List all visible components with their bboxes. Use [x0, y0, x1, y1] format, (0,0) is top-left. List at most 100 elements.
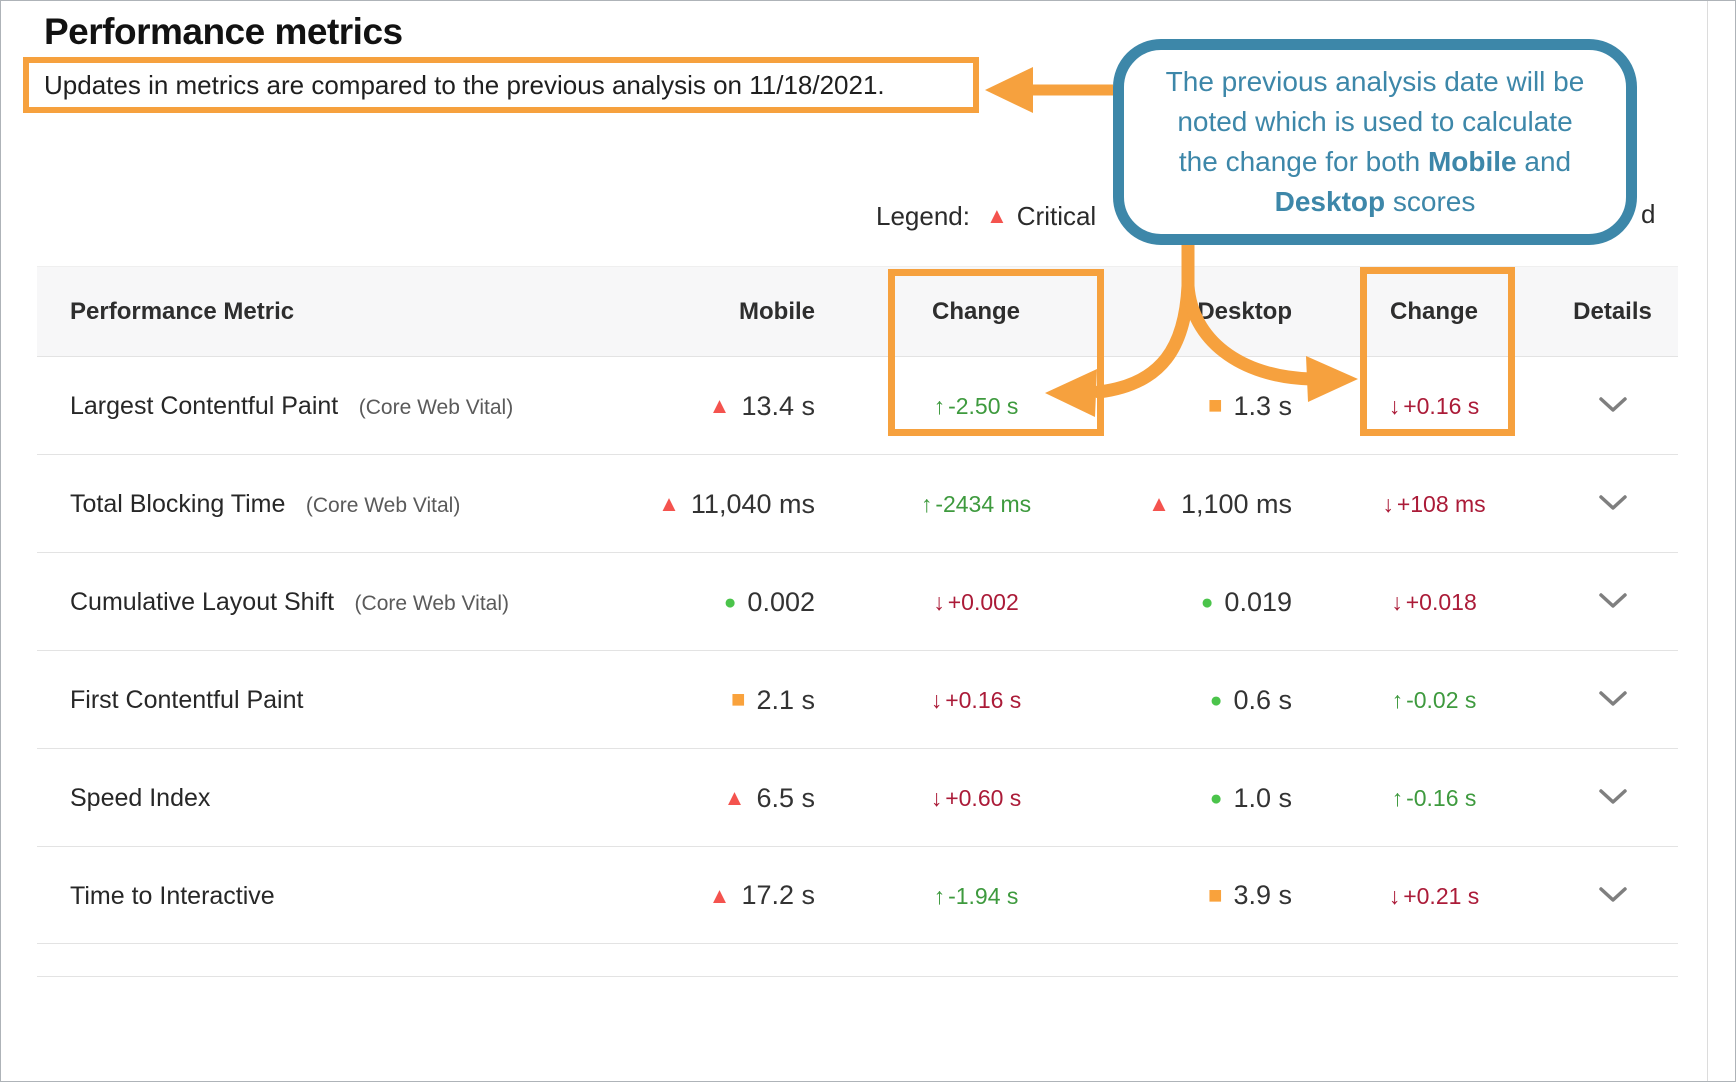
desktop-change-value: +108 ms: [1396, 491, 1486, 517]
metric-name: Total Blocking Time: [70, 490, 286, 518]
mobile-value-cell: ▲ 13.4 s: [601, 389, 821, 422]
chevron-down-icon[interactable]: [1598, 886, 1628, 904]
desktop-change-arrow-icon: ↓: [1388, 882, 1401, 909]
chevron-down-icon[interactable]: [1598, 396, 1628, 414]
desktop-value: 1.3 s: [1233, 390, 1292, 421]
mobile-value-cell: ● 0.002: [601, 585, 821, 618]
desktop-value-cell: ■ 1.3 s: [1131, 389, 1321, 422]
mobile-status-icon: ●: [723, 591, 737, 614]
chevron-down-icon[interactable]: [1598, 788, 1628, 806]
mobile-value: 13.4 s: [741, 390, 815, 421]
table-row: Cumulative Layout Shift (Core Web Vital)…: [37, 552, 1678, 650]
header-mobile: Mobile: [739, 297, 815, 325]
mobile-change-arrow-icon: ↑: [933, 393, 946, 419]
desktop-change-arrow-icon: ↓: [1382, 491, 1394, 517]
desktop-value: 1.0 s: [1233, 783, 1292, 813]
desktop-value-cell: ● 1.0 s: [1131, 781, 1321, 814]
details-cell: [1547, 880, 1678, 911]
mobile-change-value: +0.002: [947, 589, 1019, 615]
desktop-change-value: -0.16 s: [1406, 785, 1477, 811]
details-cell: [1547, 488, 1678, 519]
mobile-status-icon: ▲: [723, 785, 746, 811]
mobile-change-cell: ↓ +0.60 s: [821, 782, 1131, 813]
mobile-value-cell: ▲ 6.5 s: [601, 781, 821, 814]
mobile-value: 2.1 s: [756, 684, 815, 715]
mobile-change-arrow-icon: ↑: [920, 491, 933, 517]
mobile-change-value: -1.94 s: [948, 882, 1019, 909]
desktop-change-arrow-icon: ↑: [1391, 785, 1404, 811]
desktop-value: 0.019: [1224, 587, 1292, 617]
metric-cell: Total Blocking Time (Core Web Vital): [37, 488, 601, 519]
metric-name: Time to Interactive: [70, 881, 275, 910]
desktop-value-cell: ● 0.019: [1131, 585, 1321, 618]
desktop-status-icon: ■: [1207, 881, 1223, 909]
desktop-status-icon: ●: [1209, 787, 1223, 810]
metric-cell: Speed Index: [37, 782, 601, 813]
legend-critical-triangle-icon: ▲: [985, 203, 1008, 228]
desktop-status-icon: ●: [1209, 689, 1223, 712]
mobile-change-value: -2434 ms: [935, 491, 1032, 517]
header-mobile-change: Change: [931, 297, 1020, 325]
desktop-change-value: +0.018: [1405, 589, 1477, 615]
table-rows: Largest Contentful Paint (Core Web Vital…: [37, 356, 1678, 944]
mobile-change-cell: ↓ +0.16 s: [821, 684, 1131, 715]
desktop-status-icon: ▲: [1148, 491, 1170, 517]
mobile-status-icon: ■: [730, 686, 746, 714]
metric-sublabel: (Core Web Vital): [354, 592, 509, 615]
chevron-down-icon[interactable]: [1598, 592, 1628, 610]
subtitle-text: Updates in metrics are compared to the p…: [44, 69, 885, 100]
legend-critical-label: Critical: [1016, 200, 1097, 231]
legend-good-partial-text: d: [1641, 199, 1656, 229]
desktop-change-cell: ↑ -0.02 s: [1321, 684, 1547, 715]
desktop-change-cell: ↓ +0.21 s: [1321, 880, 1547, 911]
metric-cell: Time to Interactive: [37, 880, 601, 911]
annotation-box-desktop-change: [1360, 267, 1515, 436]
metrics-table: Performance Metric Mobile Change Desktop…: [37, 266, 1678, 944]
mobile-change-arrow-icon: ↓: [930, 785, 943, 811]
callout-text: The previous analysis date will be noted…: [1165, 66, 1585, 217]
mobile-status-icon: ▲: [708, 393, 731, 419]
mobile-value: 11,040 ms: [690, 488, 815, 519]
mobile-value-cell: ■ 2.1 s: [601, 683, 821, 716]
mobile-change-value: +0.60 s: [945, 785, 1022, 811]
desktop-value-cell: ● 0.6 s: [1131, 683, 1321, 716]
chevron-down-icon[interactable]: [1598, 494, 1628, 512]
bottom-divider: [37, 976, 1678, 977]
mobile-status-icon: ▲: [658, 491, 680, 517]
arrow-to-subtitle: [985, 67, 1113, 113]
details-cell: [1547, 390, 1678, 421]
desktop-change-arrow-icon: ↑: [1391, 687, 1404, 713]
panel-right-border: [1707, 1, 1708, 1081]
mobile-change-arrow-icon: ↓: [930, 687, 943, 713]
legend-label: Legend:: [876, 200, 970, 231]
mobile-value-cell: ▲ 17.2 s: [601, 879, 821, 912]
desktop-value-cell: ▲ 1,100 ms: [1131, 487, 1321, 520]
page-title: Performance metrics: [44, 11, 403, 52]
metric-name: Cumulative Layout Shift: [70, 588, 335, 616]
mobile-change-arrow-icon: ↓: [933, 589, 945, 615]
metric-cell: Cumulative Layout Shift (Core Web Vital): [37, 586, 601, 617]
subtitle-highlight-box: Updates in metrics are compared to the p…: [23, 57, 979, 113]
metric-sublabel: (Core Web Vital): [358, 396, 514, 419]
details-cell: [1547, 782, 1678, 813]
metric-name: Speed Index: [70, 784, 211, 812]
mobile-change-cell: ↑ -1.94 s: [821, 880, 1131, 911]
metric-sublabel: (Core Web Vital): [305, 494, 461, 517]
desktop-status-icon: ●: [1200, 591, 1214, 614]
annotation-callout-bubble: The previous analysis date will be noted…: [1113, 39, 1637, 245]
mobile-change-value: -2.50 s: [948, 393, 1019, 419]
mobile-value: 0.002: [747, 587, 815, 617]
header-performance-metric: Performance Metric: [70, 297, 295, 325]
desktop-change-cell: ↓ +0.16 s: [1321, 390, 1547, 421]
desktop-value: 0.6 s: [1233, 685, 1292, 715]
table-row: Total Blocking Time (Core Web Vital) ▲ 1…: [37, 454, 1678, 552]
table-row: Largest Contentful Paint (Core Web Vital…: [37, 356, 1678, 454]
mobile-value: 6.5 s: [756, 782, 815, 813]
metric-cell: First Contentful Paint: [37, 684, 601, 715]
header-details: Details: [1573, 297, 1652, 325]
mobile-change-arrow-icon: ↑: [933, 882, 946, 909]
desktop-change-cell: ↑ -0.16 s: [1321, 782, 1547, 813]
chevron-down-icon[interactable]: [1598, 690, 1628, 708]
details-cell: [1547, 586, 1678, 617]
